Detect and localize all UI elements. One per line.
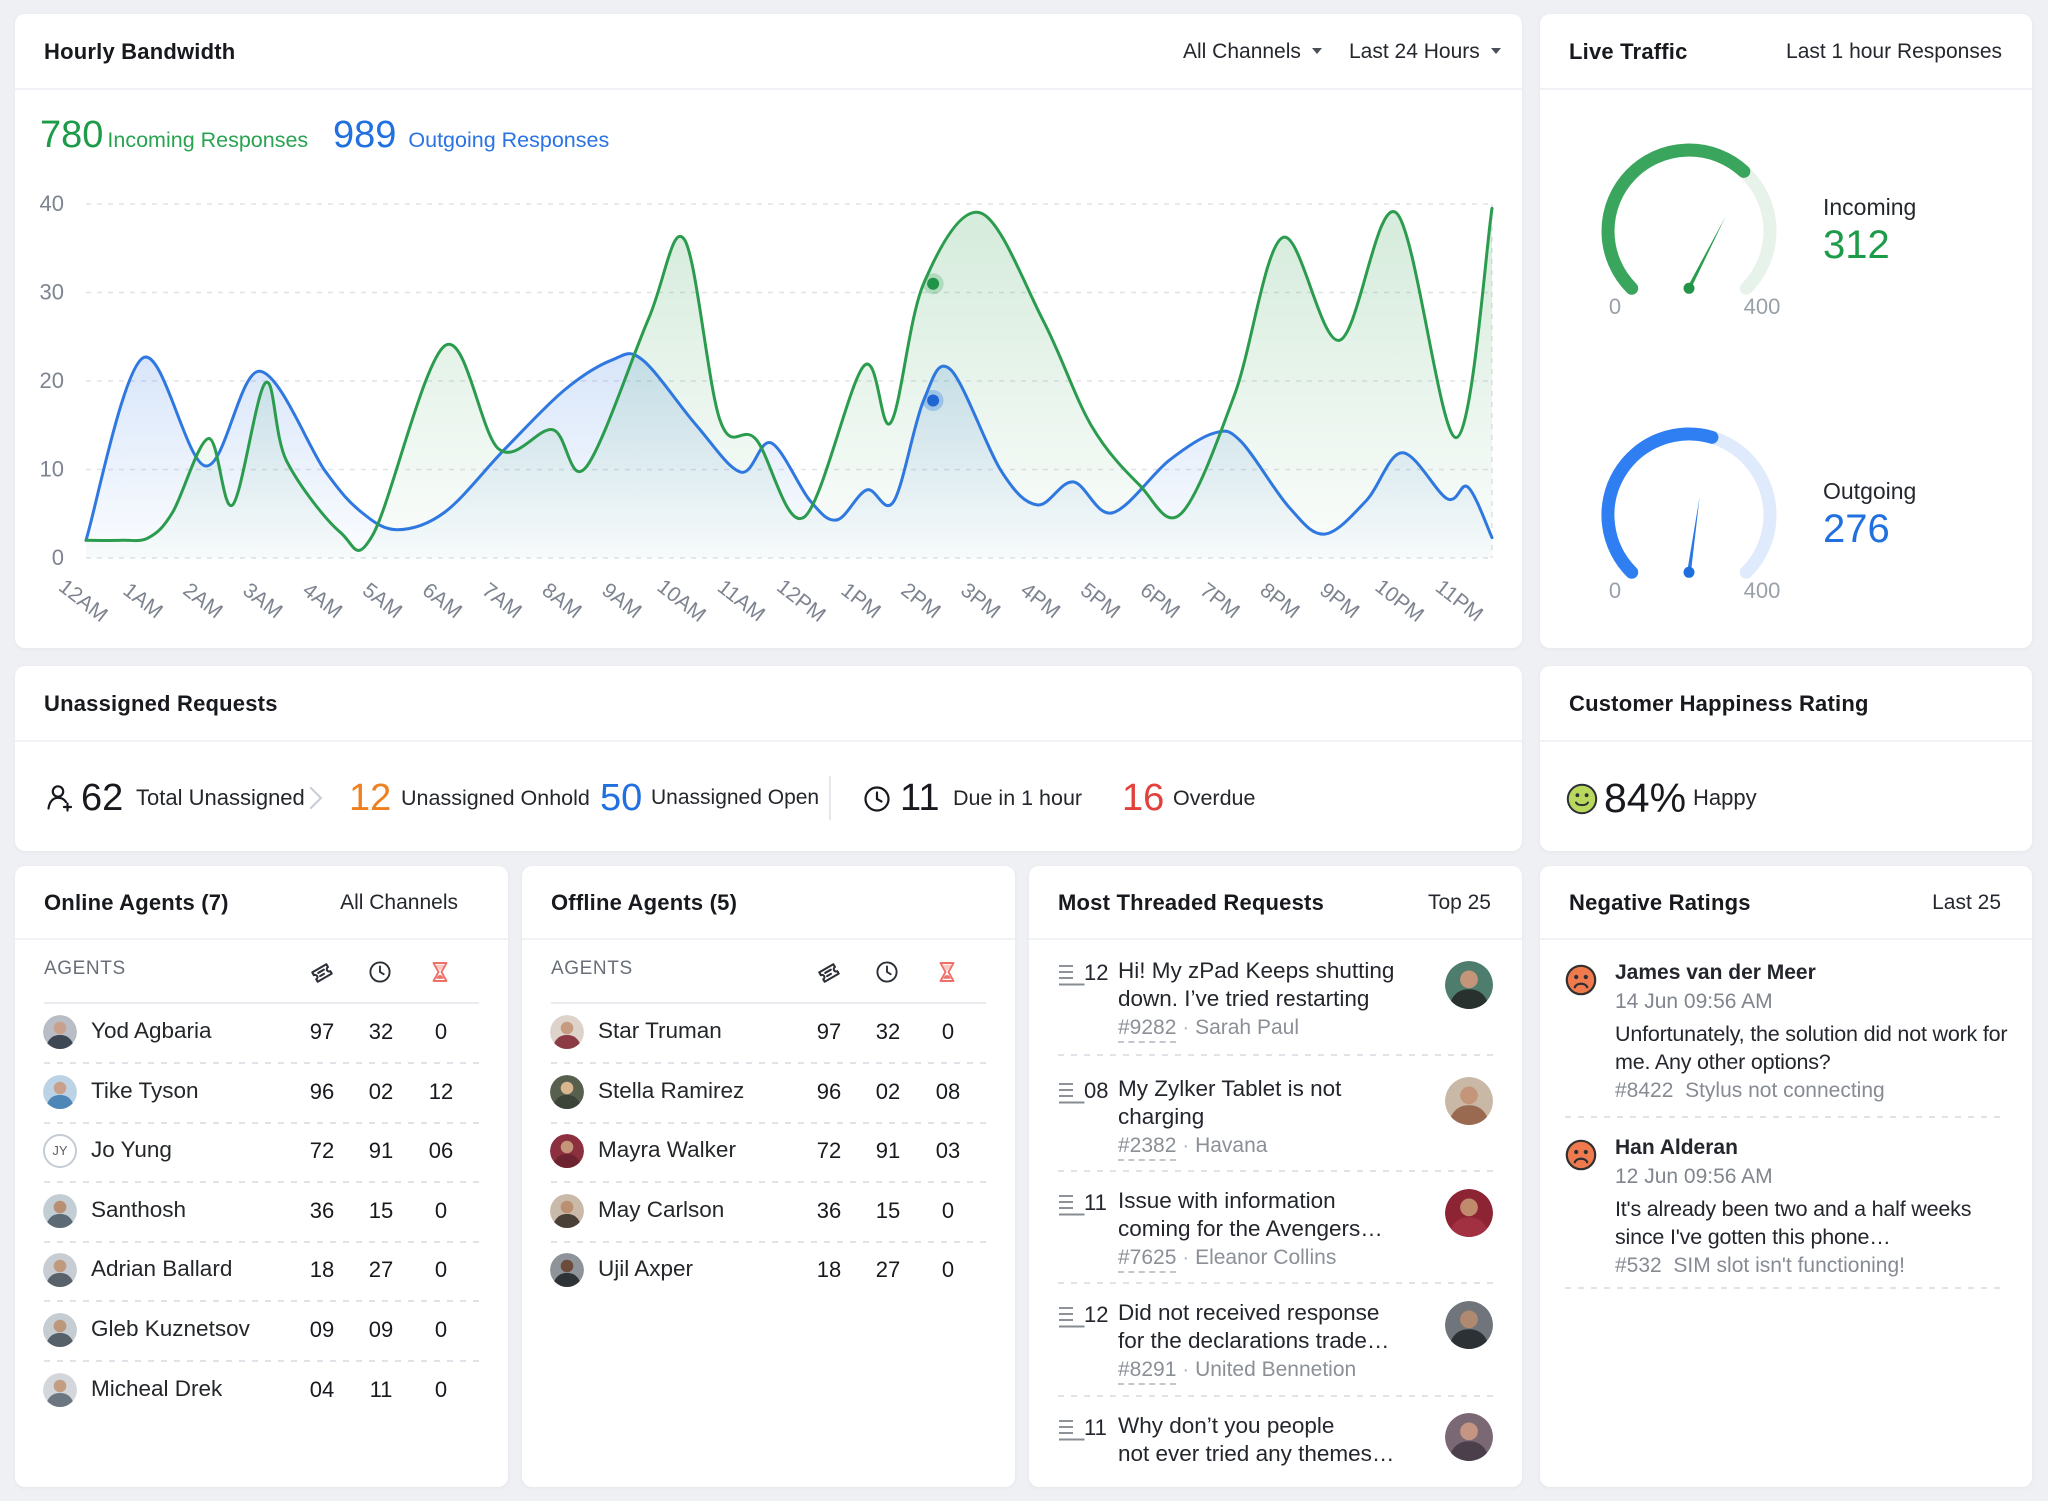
svg-text:400: 400 [1744, 294, 1781, 319]
svg-text:3PM: 3PM [956, 579, 1004, 624]
svg-text:7PM: 7PM [1196, 579, 1244, 624]
svg-text:20: 20 [40, 368, 64, 393]
svg-text:1PM: 1PM [837, 579, 885, 624]
svg-text:40: 40 [40, 191, 64, 216]
svg-text:0: 0 [1609, 578, 1621, 603]
svg-text:10AM: 10AM [653, 575, 710, 627]
svg-text:8AM: 8AM [538, 579, 586, 624]
svg-text:6AM: 6AM [418, 579, 466, 624]
svg-text:9PM: 9PM [1315, 579, 1363, 624]
svg-text:Incoming: Incoming [1823, 194, 1916, 220]
svg-text:Outgoing: Outgoing [1823, 478, 1916, 504]
svg-text:7AM: 7AM [478, 579, 526, 624]
svg-text:0: 0 [1609, 294, 1621, 319]
svg-text:400: 400 [1744, 578, 1781, 603]
svg-text:276: 276 [1823, 507, 1890, 551]
svg-text:312: 312 [1823, 223, 1890, 267]
svg-text:3AM: 3AM [238, 579, 286, 624]
svg-text:8PM: 8PM [1256, 579, 1304, 624]
svg-text:6PM: 6PM [1136, 579, 1184, 624]
svg-text:5PM: 5PM [1076, 579, 1124, 624]
svg-text:11AM: 11AM [713, 575, 769, 626]
svg-text:0: 0 [52, 545, 64, 570]
svg-text:12AM: 12AM [54, 575, 111, 627]
svg-text:4AM: 4AM [298, 579, 346, 624]
svg-text:10: 10 [40, 457, 64, 482]
svg-text:12PM: 12PM [772, 575, 829, 627]
svg-text:2PM: 2PM [897, 579, 945, 624]
svg-text:30: 30 [40, 280, 64, 305]
svg-text:5AM: 5AM [358, 579, 406, 624]
svg-text:9AM: 9AM [597, 579, 645, 624]
svg-text:2AM: 2AM [179, 579, 227, 624]
svg-text:10PM: 10PM [1371, 575, 1428, 627]
svg-text:1AM: 1AM [119, 579, 167, 624]
svg-text:11PM: 11PM [1431, 575, 1487, 626]
svg-text:4PM: 4PM [1016, 579, 1064, 624]
